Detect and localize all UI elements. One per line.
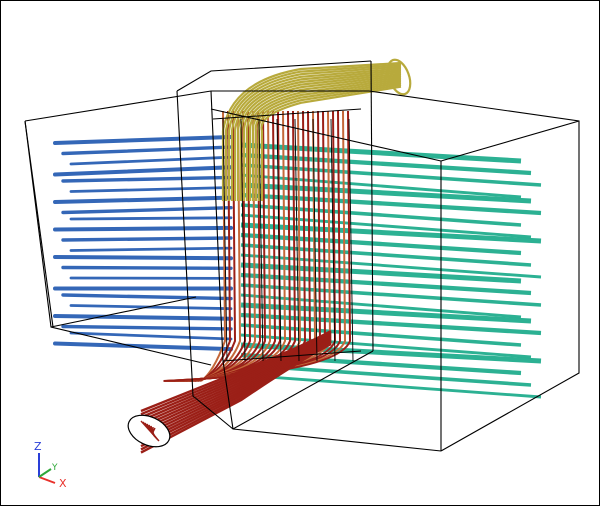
- streamline: [61, 265, 233, 270]
- streamline: [240, 163, 542, 187]
- streamline: [240, 293, 522, 319]
- streamline: [200, 110, 227, 382]
- central-box-edge: [370, 60, 374, 352]
- core-grid-line: [258, 118, 264, 362]
- streamline: [240, 283, 542, 307]
- orientation-triad: Z Y X: [34, 440, 67, 490]
- y-axis-line: [38, 468, 52, 478]
- core-grid-line: [348, 118, 354, 362]
- streamline: [69, 186, 233, 193]
- streamline: [69, 155, 233, 166]
- right-box-edge: [210, 108, 442, 162]
- central-box-edge: [176, 60, 372, 92]
- streamline: [61, 324, 233, 331]
- streamline: [53, 135, 233, 145]
- core-grid-line: [222, 350, 362, 362]
- right-box-edge: [440, 120, 580, 162]
- core-grid-line: [330, 118, 336, 362]
- streamline: [240, 203, 522, 227]
- streamline: [230, 67, 402, 201]
- streamline: [53, 195, 233, 204]
- streamline: [240, 253, 542, 279]
- outlet-pipe-opening: [386, 58, 412, 96]
- inlet-pipe-streamlines: [127, 329, 332, 454]
- streamline: [245, 76, 402, 201]
- streamline: [53, 225, 233, 232]
- streamline: [151, 427, 156, 435]
- left-box-edge: [50, 296, 197, 328]
- streamline: [140, 342, 332, 454]
- streamline: [227, 65, 402, 201]
- streamline: [240, 262, 522, 284]
- streamline: [53, 255, 233, 261]
- streamline: [233, 69, 402, 201]
- right-box-edge: [368, 90, 580, 452]
- streamline: [53, 341, 233, 352]
- streamline: [240, 323, 522, 347]
- streamline: [163, 110, 352, 382]
- streamline: [53, 165, 233, 177]
- streamline: [69, 331, 233, 341]
- streamline: [240, 192, 542, 216]
- streamline: [251, 80, 402, 201]
- streamline: [240, 232, 522, 256]
- streamline: [61, 205, 233, 215]
- central-box-edge: [176, 90, 374, 430]
- left-box-streamlines: [53, 135, 233, 352]
- y-axis-label: Y: [51, 463, 58, 473]
- streamline: [236, 71, 402, 201]
- streamline: [69, 304, 233, 311]
- core-grid-line: [312, 118, 318, 362]
- core-grid-line: [276, 118, 282, 362]
- domain-wireframe: [24, 60, 580, 452]
- streamline: [254, 81, 402, 201]
- left-box-edge: [24, 120, 54, 328]
- core-grid-line: [222, 118, 228, 362]
- streamline: [61, 145, 233, 156]
- right-box-edge: [232, 428, 442, 452]
- x-axis-line: [38, 476, 56, 484]
- streamline: [61, 293, 233, 301]
- inlet-pipe-opening: [127, 414, 171, 448]
- streamline: [240, 222, 542, 244]
- streamline: [248, 78, 402, 201]
- core-grid-line: [294, 118, 300, 362]
- streamline: [242, 74, 402, 201]
- core-grid-line: [212, 108, 362, 120]
- streamline: [240, 373, 542, 399]
- x-axis-label: X: [59, 477, 67, 490]
- streamline: [260, 85, 402, 201]
- core-grid-line: [240, 118, 246, 362]
- streamline: [61, 236, 233, 242]
- streamline: [224, 63, 402, 201]
- streamline: [69, 216, 233, 221]
- z-axis-label: Z: [34, 440, 42, 453]
- streamline: [53, 314, 233, 321]
- streamline: [61, 175, 233, 183]
- streamline: [69, 246, 233, 252]
- streamline: [240, 312, 542, 336]
